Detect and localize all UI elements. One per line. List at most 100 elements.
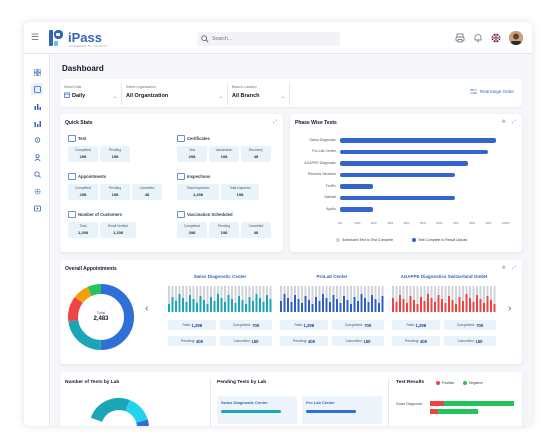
mini-bar: [262, 302, 265, 312]
mini-bar-bg: [483, 286, 485, 312]
location-icon[interactable]: [31, 134, 43, 146]
calendar-check-icon: [68, 173, 76, 180]
date-filter[interactable]: Select Date Daily ⌄: [60, 83, 122, 105]
mini-bar-bg: [311, 286, 314, 312]
mini-bar: [241, 300, 244, 312]
lab-title[interactable]: ProLab Center: [316, 274, 348, 279]
bar[interactable]: [340, 184, 373, 189]
mini-bar: [336, 299, 338, 312]
expand-icon[interactable]: ⤢: [511, 265, 516, 271]
print-icon[interactable]: [455, 33, 465, 43]
lab-stat-label: Cancelled:: [345, 339, 363, 343]
mini-bar-bg: [455, 286, 457, 312]
mini-bar-bg: [350, 286, 352, 312]
pending-by-lab-title: Pending Tests by Lab: [217, 380, 267, 385]
mini-bar: [462, 301, 464, 312]
analytics-icon[interactable]: [31, 117, 43, 129]
bar[interactable]: [340, 149, 488, 154]
bar-chart-icon[interactable]: [31, 100, 43, 112]
mini-bar-bg: [451, 286, 454, 312]
branch-filter[interactable]: Branch Location All Branch ⌄: [228, 83, 290, 105]
stat-completed: Completed 298: [177, 222, 207, 238]
mini-bar: [332, 295, 335, 312]
rearrange-order-button[interactable]: Rearrange Order: [469, 89, 514, 94]
stat-value: 198: [220, 154, 228, 159]
mini-bar-bg: [262, 286, 265, 312]
appointments-donut: [68, 284, 134, 350]
mini-bar: [238, 296, 240, 312]
lab-stat-value: 150: [251, 338, 259, 344]
move-icon[interactable]: ✥: [501, 265, 506, 271]
mini-bar: [357, 301, 359, 312]
user-avatar[interactable]: [509, 31, 523, 45]
settings-icon[interactable]: [31, 185, 43, 197]
chevron-right-icon[interactable]: ›: [508, 303, 512, 314]
phase-wise-tests-card: Phase Wise Tests ✥ ⤢ Swiss Diagnostic Pro…: [290, 114, 522, 252]
legend-item: Test Complete to Result Upload: [412, 238, 467, 242]
mini-bar-bg: [252, 286, 254, 312]
mini-bar: [224, 302, 226, 312]
certificate-icon: [177, 135, 185, 142]
mini-bar: [381, 296, 384, 312]
mini-bar: [294, 295, 296, 312]
mini-bar-bg: [367, 286, 370, 312]
mini-bar: [469, 298, 471, 312]
mini-bar: [196, 303, 198, 312]
card-title: Quick Stats: [65, 120, 93, 126]
grid-icon[interactable]: [31, 66, 43, 78]
mini-bar-bg: [318, 286, 321, 312]
stat-total-inspector: Total Inspector 198: [221, 184, 259, 200]
stat-label: Pending: [217, 224, 231, 228]
mini-bar: [325, 298, 328, 312]
overall-appointments-card: Overall Appointments ✥ ⤢ Total 2,483 ‹ ›…: [60, 260, 522, 364]
mini-bar-bg: [493, 286, 496, 312]
chevron-left-icon[interactable]: ‹: [145, 303, 149, 314]
negative-bar: [444, 401, 514, 406]
mini-bar: [465, 294, 468, 312]
lab-stat: Pending: 400: [392, 336, 440, 346]
expand-icon[interactable]: ⤢: [511, 119, 516, 125]
uk-flag-icon[interactable]: [491, 33, 501, 43]
menu-icon[interactable]: ☰: [31, 32, 40, 42]
legend-item: Positive: [436, 381, 454, 385]
filter-label: Select Organization: [126, 85, 156, 89]
bar[interactable]: [340, 138, 496, 143]
mini-bar: [451, 300, 454, 312]
move-icon[interactable]: ✥: [501, 119, 506, 125]
bar[interactable]: [340, 207, 373, 212]
stat-value: 298: [79, 192, 87, 197]
mini-bar: [409, 296, 412, 312]
mini-bar-bg: [490, 286, 492, 312]
mini-bar-bg: [308, 286, 310, 312]
mini-bar: [322, 294, 324, 312]
section-title: Inspections: [187, 174, 211, 179]
lab-title[interactable]: Swiss Diagnostic Center: [193, 274, 247, 279]
bar[interactable]: [340, 172, 455, 177]
bar[interactable]: [340, 161, 468, 166]
bar[interactable]: [340, 195, 455, 200]
search-nav-icon[interactable]: [31, 168, 43, 180]
mini-bar: [420, 297, 422, 312]
legend-swatch: [412, 238, 416, 242]
lab-title[interactable]: AGAPPE Diagnostics Switzerland GmbH: [400, 274, 488, 279]
dashboard-icon[interactable]: [31, 83, 43, 95]
search-box[interactable]: [197, 32, 340, 46]
mini-bar: [423, 301, 426, 312]
user-icon[interactable]: [31, 151, 43, 163]
x-tick-label: 100%: [502, 220, 510, 225]
mini-bar: [318, 301, 321, 312]
mini-bar: [350, 304, 352, 312]
lab-stat: Total: 1,298: [168, 320, 216, 330]
positive-bar: [430, 409, 438, 414]
bell-icon[interactable]: [473, 33, 483, 43]
bar-label: Markati: [324, 195, 336, 199]
donut-label: Total: [96, 310, 106, 315]
id-card-icon[interactable]: [31, 202, 43, 214]
mini-bar-bg: [280, 286, 282, 312]
expand-icon[interactable]: ⤢: [272, 119, 277, 125]
stat-value: 1,298: [192, 192, 203, 197]
organization-filter[interactable]: Select Organization All Organization ⌄: [122, 83, 228, 105]
bottom-cards: Number of Tests by Lab Pending Tests by …: [60, 372, 522, 426]
mini-bar-bg: [444, 286, 447, 312]
search-input[interactable]: [212, 34, 332, 44]
